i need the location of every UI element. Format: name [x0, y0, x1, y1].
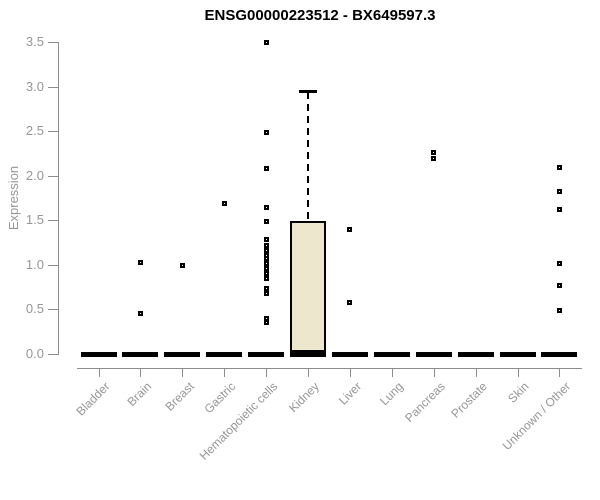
data-point — [263, 166, 269, 172]
chart-title: ENSG00000223512 - BX649597.3 — [204, 7, 436, 24]
data-point — [263, 290, 269, 296]
y-axis-tick — [48, 220, 58, 222]
median-bar — [331, 351, 368, 357]
data-point — [263, 315, 269, 321]
median-bar — [541, 351, 578, 357]
x-tick-label: Liver — [335, 379, 365, 408]
data-point — [347, 299, 353, 305]
y-axis-tick — [48, 175, 58, 177]
y-axis-tick — [48, 86, 58, 88]
y-tick-label: 3.0 — [25, 78, 44, 94]
median-bar — [206, 351, 243, 357]
data-point — [263, 265, 269, 271]
median-bar — [122, 351, 159, 357]
x-tick-label: Gastric — [201, 379, 239, 417]
median-bar — [290, 351, 326, 357]
box — [290, 221, 326, 353]
data-point — [263, 242, 269, 248]
y-tick-label: 1.5 — [25, 212, 44, 228]
x-tick-label: Hematopoietic cells — [196, 379, 281, 463]
data-point — [556, 307, 562, 313]
y-tick-label: 0.5 — [25, 301, 44, 317]
x-tick-label: Breast — [162, 379, 197, 414]
data-point — [556, 165, 562, 171]
x-tick-label: Brain — [124, 379, 155, 410]
data-point — [263, 285, 269, 291]
median-bar — [164, 351, 201, 357]
data-point — [263, 237, 269, 243]
data-point — [556, 282, 562, 288]
data-point — [263, 248, 269, 254]
data-point — [263, 320, 269, 326]
data-point — [137, 311, 143, 317]
data-point — [556, 207, 562, 213]
x-axis-tick — [98, 368, 100, 377]
y-axis-tick — [48, 354, 58, 355]
median-bar — [415, 351, 452, 357]
data-point — [347, 226, 353, 232]
data-point — [263, 205, 269, 211]
median-bar — [248, 351, 285, 357]
x-axis-tick — [475, 368, 477, 377]
data-point — [263, 260, 269, 266]
x-axis-tick — [433, 368, 435, 377]
median-bar — [373, 351, 410, 357]
data-point — [263, 271, 269, 277]
data-point — [263, 39, 269, 45]
x-axis-tick — [224, 368, 226, 377]
y-tick-label: 3.5 — [25, 34, 44, 49]
x-axis-tick — [266, 368, 268, 377]
x-axis-tick — [559, 368, 561, 377]
data-point — [263, 256, 269, 262]
x-tick-label: Prostate — [448, 379, 490, 421]
x-axis-tick — [182, 368, 184, 377]
x-axis-tick — [517, 368, 519, 377]
data-point — [179, 263, 185, 269]
y-tick-label: 2.5 — [25, 123, 44, 139]
median-bar — [499, 351, 536, 357]
x-axis-tick — [349, 368, 351, 377]
y-tick-label: 2.0 — [25, 167, 44, 183]
x-axis-tick — [140, 368, 142, 377]
data-point — [263, 275, 269, 281]
y-axis-tick — [48, 131, 58, 133]
x-tick-label: Kidney — [286, 379, 323, 416]
data-point — [431, 156, 437, 162]
x-tick-label: Skin — [505, 379, 532, 406]
y-axis-tick — [48, 42, 58, 43]
y-axis-line — [58, 42, 59, 355]
x-tick-label: Bladder — [73, 379, 113, 419]
data-point — [137, 259, 143, 265]
whisker-cap — [299, 89, 317, 93]
whisker-line — [307, 91, 309, 222]
x-axis-tick — [308, 368, 309, 377]
data-point — [263, 130, 269, 136]
y-axis-tick — [48, 264, 58, 266]
data-point — [263, 218, 269, 224]
y-tick-label: 0.0 — [25, 346, 44, 361]
y-axis-tick — [48, 309, 58, 311]
data-point — [221, 200, 227, 206]
x-axis-tick — [391, 368, 393, 377]
data-point — [556, 260, 562, 266]
data-point — [431, 150, 437, 156]
x-tick-label: Lung — [377, 379, 407, 409]
y-tick-label: 1.0 — [25, 256, 44, 272]
x-axis-line — [77, 368, 582, 369]
median-bar — [457, 351, 494, 357]
data-point — [556, 189, 562, 195]
x-tick-label: Pancreas — [402, 379, 448, 426]
median-bar — [80, 351, 117, 357]
